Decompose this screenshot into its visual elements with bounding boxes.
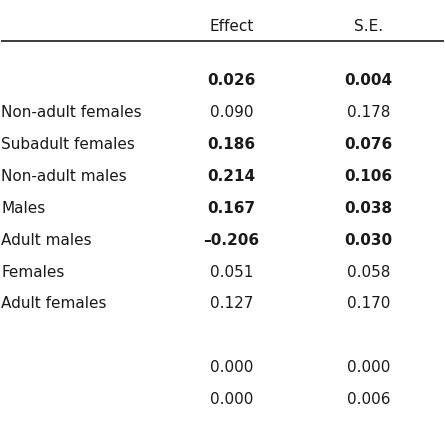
Text: Adult females: Adult females xyxy=(1,296,107,311)
Text: 0.038: 0.038 xyxy=(344,201,392,216)
Text: –0.206: –0.206 xyxy=(203,233,259,248)
Text: 0.127: 0.127 xyxy=(210,296,253,311)
Text: 0.000: 0.000 xyxy=(210,392,253,407)
Text: Males: Males xyxy=(1,201,46,216)
Text: Non-adult males: Non-adult males xyxy=(1,169,127,184)
Text: Females: Females xyxy=(1,264,65,279)
Text: 0.000: 0.000 xyxy=(347,360,390,375)
Text: 0.167: 0.167 xyxy=(207,201,255,216)
Text: 0.106: 0.106 xyxy=(344,169,392,184)
Text: S.E.: S.E. xyxy=(354,19,383,34)
Text: 0.051: 0.051 xyxy=(210,264,253,279)
Text: 0.186: 0.186 xyxy=(207,137,255,152)
Text: 0.214: 0.214 xyxy=(207,169,255,184)
Text: Subadult females: Subadult females xyxy=(1,137,135,152)
Text: 0.178: 0.178 xyxy=(347,105,390,120)
Text: 0.058: 0.058 xyxy=(347,264,390,279)
Text: 0.000: 0.000 xyxy=(210,360,253,375)
Text: Non-adult females: Non-adult females xyxy=(1,105,142,120)
Text: 0.090: 0.090 xyxy=(210,105,253,120)
Text: 0.004: 0.004 xyxy=(344,73,392,89)
Text: 0.006: 0.006 xyxy=(347,392,390,407)
Text: 0.030: 0.030 xyxy=(344,233,392,248)
Text: 0.076: 0.076 xyxy=(344,137,392,152)
Text: 0.170: 0.170 xyxy=(347,296,390,311)
Text: Adult males: Adult males xyxy=(1,233,92,248)
Text: Effect: Effect xyxy=(209,19,254,34)
Text: 0.026: 0.026 xyxy=(207,73,255,89)
